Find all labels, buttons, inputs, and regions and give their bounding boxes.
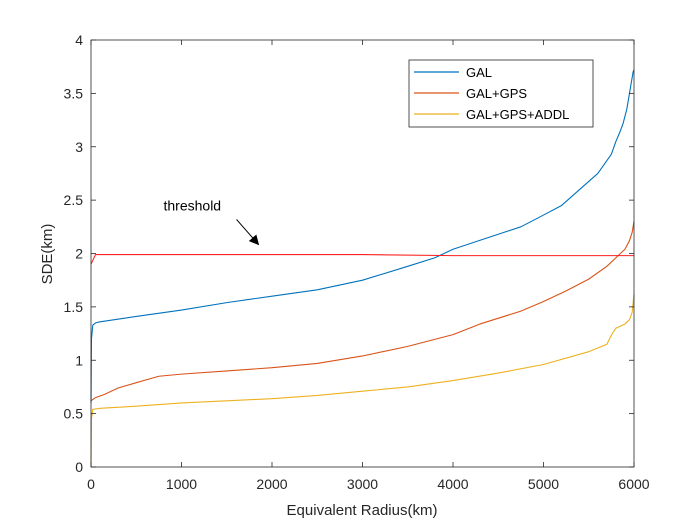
- y-tick-label: 2: [75, 246, 83, 262]
- x-axis-title: Equivalent Radius(km): [287, 502, 438, 519]
- y-tick-label: 1: [75, 352, 83, 368]
- series-layer: [90, 69, 635, 468]
- x-tick-label: 6000: [618, 476, 649, 492]
- series-line-gal-gps-addl: [90, 294, 635, 468]
- annotation-arrow: [236, 219, 260, 246]
- annotation-label: threshold: [164, 197, 222, 213]
- annotation-layer: threshold: [164, 197, 260, 246]
- legend: GAL GAL+GPS GAL+GPS+ADDL: [408, 59, 594, 128]
- axes-layer: 0 1000 2000 3000 4000 5000 6000 0 0.5 1 1.5 2 2.5 3 3.…: [64, 32, 650, 492]
- y-tick-label: 0: [75, 459, 83, 475]
- y-tick-label: 3: [75, 139, 83, 155]
- x-tick-label: 1000: [166, 476, 197, 492]
- legend-label-gal-gps-addl: GAL+GPS+ADDL: [466, 107, 569, 122]
- y-tick-label: 3.5: [64, 85, 84, 101]
- series-line-threshold: [90, 254, 634, 265]
- x-tick-label: 2000: [256, 476, 287, 492]
- legend-label-gal: GAL: [466, 65, 492, 80]
- legend-label-gal-gps: GAL+GPS: [466, 86, 527, 101]
- series-line-gal: [90, 69, 635, 403]
- y-tick-label: 4: [75, 32, 83, 48]
- y-tick-label: 2.5: [64, 192, 84, 208]
- y-tick-label: 1.5: [64, 299, 84, 315]
- x-tick-label: 5000: [528, 476, 559, 492]
- y-axis-title: SDE(km): [39, 224, 56, 285]
- x-tick-label: 0: [87, 476, 95, 492]
- x-tick-label: 3000: [347, 476, 378, 492]
- series-line-gal-gps: [90, 221, 635, 402]
- x-tick-label: 4000: [437, 476, 468, 492]
- y-tick-label: 0.5: [64, 406, 84, 422]
